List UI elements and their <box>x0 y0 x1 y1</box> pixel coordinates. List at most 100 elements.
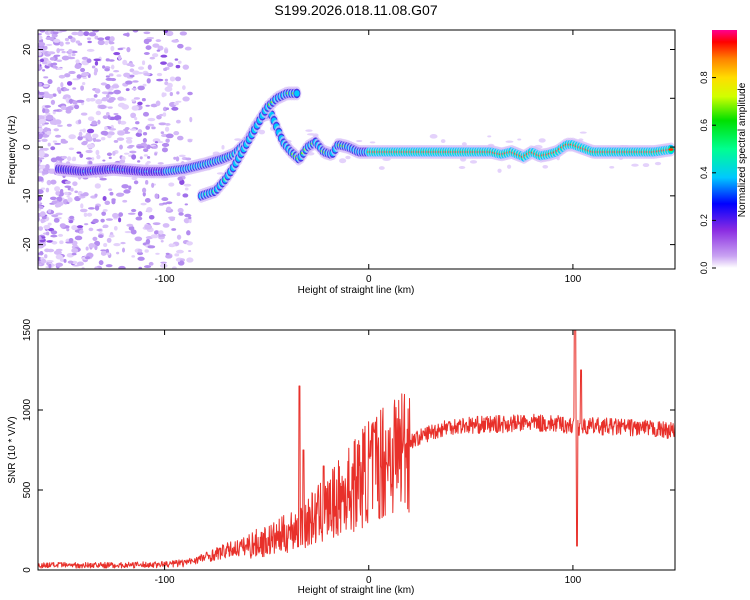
heatmap-noise-cell <box>74 229 81 233</box>
heatmap-noise-cell <box>160 54 168 58</box>
heatmap-noise-cell <box>94 67 99 73</box>
heatmap-noise-cell <box>108 73 114 77</box>
heatmap-noise-cell <box>50 62 54 68</box>
heatmap-noise-cell <box>146 206 153 213</box>
heatmap-noise-cell <box>175 119 181 124</box>
heatmap-noise-cell <box>54 186 61 192</box>
heatmap-noise-cell <box>166 206 172 212</box>
heatmap-noise-cell <box>487 135 492 138</box>
heatmap-noise-cell <box>139 156 143 160</box>
heatmap-ridge-core <box>668 148 674 151</box>
heatmap-noise-cell <box>105 264 113 268</box>
heatmap-noise-cell <box>169 76 176 82</box>
heatmap-noise-cell <box>41 138 48 142</box>
heatmap-noise-cell <box>64 180 71 185</box>
heatmap-noise-cell <box>54 134 62 138</box>
heatmap-noise-cell <box>52 31 59 35</box>
heatmap-noise-cell <box>38 64 41 69</box>
heatmap-noise-cell <box>118 265 126 269</box>
heatmap-noise-cell <box>94 193 98 198</box>
heatmap-noise-cell <box>69 215 75 220</box>
heatmap-noise-cell <box>71 53 76 57</box>
heatmap-noise-cell <box>45 36 53 41</box>
heatmap-noise-cell <box>126 63 134 67</box>
heatmap-noise-cell <box>80 67 86 73</box>
heatmap-noise-cell <box>38 167 41 171</box>
heatmap-noise-cell <box>79 229 84 234</box>
heatmap-noise-cell <box>61 50 66 54</box>
heatmap-noise-cell <box>162 223 170 228</box>
heatmap-noise-cell <box>82 77 88 80</box>
heatmap-noise-cell <box>175 76 182 82</box>
heatmap-noise-cell <box>258 129 266 135</box>
heatmap-noise-cell <box>43 45 48 50</box>
heatmap-noise-cell <box>179 31 188 36</box>
heatmap-noise-cell <box>82 128 86 133</box>
heatmap-noise-cell <box>93 94 98 98</box>
heatmap-noise-cell <box>106 94 110 98</box>
heatmap-noise-cell <box>45 187 50 193</box>
heatmap-noise-cell <box>88 243 96 248</box>
heatmap-noise-cell <box>71 248 79 254</box>
heatmap-noise-cell <box>130 112 137 119</box>
heatmap-noise-cell <box>96 154 101 160</box>
heatmap-noise-cell <box>160 61 167 65</box>
heatmap-noise-cell <box>154 152 158 156</box>
heatmap-noise-cell <box>38 60 41 65</box>
heatmap-noise-cell <box>89 97 96 102</box>
heatmap-noise-cell <box>38 127 44 133</box>
heatmap-noise-cell <box>108 156 112 160</box>
heatmap-noise-cell <box>182 96 190 102</box>
heatmap-noise-cell <box>100 218 105 223</box>
heatmap-noise-cell <box>38 35 43 41</box>
heatmap-noise-cell <box>164 123 171 126</box>
heatmap-noise-cell <box>189 116 193 123</box>
heatmap-noise-cell <box>221 144 225 150</box>
heatmap-noise-cell <box>133 97 141 100</box>
heatmap-noise-cell <box>38 189 44 195</box>
heatmap-noise-cell <box>176 91 180 95</box>
heatmap-noise-cell <box>137 85 145 91</box>
heatmap-noise-cell <box>47 79 53 85</box>
heatmap-noise-cell <box>175 64 181 69</box>
snr-x-axis: -100 0 100 <box>155 330 582 586</box>
heatmap-noise-cell <box>161 197 169 202</box>
heatmap-noise-cell <box>88 207 95 210</box>
heatmap-noise-cell <box>145 40 150 45</box>
heatmap-noise-cell <box>137 248 143 253</box>
heatmap-noise-cell <box>46 43 53 46</box>
heatmap-noise-cell <box>147 117 156 122</box>
heatmap-noise-cell <box>48 263 52 269</box>
heatmap-noise-cell <box>173 102 179 106</box>
heatmap-noise-cell <box>38 150 45 155</box>
heatmap-noise-cell <box>53 250 62 255</box>
heatmap-noise-cell <box>63 191 69 196</box>
heatmap-noise-cell <box>109 36 115 42</box>
heatmap-noise-cell <box>103 242 108 248</box>
heatmap-noise-cell <box>174 58 179 61</box>
heatmap-noise-cell <box>79 153 84 158</box>
heatmap-noise-cell <box>182 85 186 90</box>
heatmap-noise-cell <box>55 262 64 267</box>
heatmap-noise-cell <box>51 33 58 38</box>
heatmap-noise-cell <box>145 45 152 50</box>
heatmap-noise-cell <box>88 32 97 37</box>
heatmap-noise-cell <box>429 134 438 139</box>
heatmap-noise-cell <box>155 100 161 107</box>
heatmap-noise-cell <box>171 228 177 231</box>
heatmap-noise-cell <box>125 88 130 92</box>
heatmap-noise-cell <box>121 247 126 253</box>
heatmap-noise-cell <box>68 147 75 151</box>
heatmap-noise-cell <box>67 156 72 162</box>
heatmap-noise-cell <box>187 91 193 96</box>
heatmap-noise-cell <box>345 155 351 160</box>
heatmap-frame <box>37 29 676 270</box>
heatmap-noise-cell <box>108 59 115 62</box>
heatmap-noise-cell <box>143 265 152 269</box>
heatmap-noise-cell <box>134 236 143 242</box>
heatmap-noise-cell <box>100 136 106 141</box>
heatmap-noise-cell <box>49 120 55 125</box>
heatmap-noise-cell <box>92 133 99 139</box>
heatmap-noise-cell <box>164 126 170 132</box>
heatmap-noise-cell <box>155 252 160 255</box>
